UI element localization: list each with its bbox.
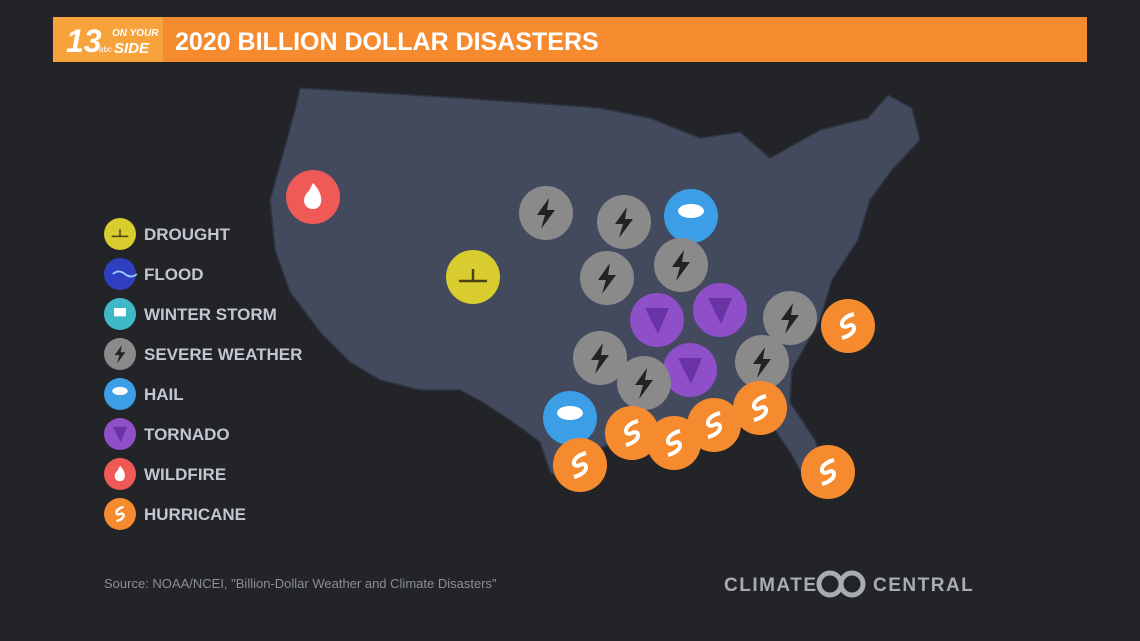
logo-tagline: ON YOUR — [112, 28, 159, 39]
icon-glyph — [115, 505, 125, 523]
map-marker — [663, 343, 717, 397]
map-marker — [763, 291, 817, 345]
map-marker — [733, 381, 787, 435]
map-marker — [580, 251, 634, 305]
icon-glyph — [459, 269, 487, 283]
icon-glyph — [112, 386, 128, 396]
legend: DROUGHT FLOOD WINTER STORM SEVERE WEATHER HA… — [104, 218, 302, 530]
map-marker — [821, 299, 875, 353]
logo-station: abc — [99, 45, 112, 54]
logo-box — [53, 17, 163, 62]
icon-glyph — [672, 250, 690, 281]
icon-glyph — [591, 343, 609, 374]
icon-glyph — [624, 419, 640, 447]
icon-glyph — [615, 207, 633, 238]
map-marker — [801, 445, 855, 499]
map-marker — [446, 250, 500, 304]
icon-glyph — [572, 451, 588, 479]
icon-glyph — [645, 308, 669, 334]
map-marker — [543, 391, 597, 445]
map-marker — [605, 406, 659, 460]
icon-glyph — [781, 303, 799, 334]
legend-item: DROUGHT — [104, 218, 231, 250]
icon-glyph — [706, 411, 722, 439]
icon-glyph — [114, 308, 126, 317]
icon-glyph — [114, 345, 126, 364]
header-bar — [53, 17, 1087, 62]
map-marker — [687, 398, 741, 452]
icon-glyph — [111, 229, 129, 238]
icon-glyph — [635, 368, 653, 399]
map-marker — [693, 283, 747, 337]
icon-glyph — [537, 198, 555, 229]
icon-glyph — [753, 347, 771, 378]
brand: CENTRAL — [873, 575, 974, 596]
map-marker — [573, 331, 627, 385]
legend-item: SEVERE WEATHER — [104, 338, 302, 370]
source: Source: NOAA/NCEI, "Billion-Dollar Weath… — [104, 576, 497, 591]
legend-label: WILDFIRE — [144, 465, 226, 484]
icon-glyph — [840, 312, 856, 340]
map-marker — [597, 195, 651, 249]
map-marker — [735, 335, 789, 389]
icon-glyph — [112, 426, 128, 443]
icon-glyph — [114, 465, 125, 482]
icon-glyph — [678, 204, 704, 218]
legend-item: WILDFIRE — [104, 458, 226, 490]
legend-item: FLOOD — [104, 258, 204, 290]
legend-label: SEVERE WEATHER — [144, 345, 302, 364]
map-marker — [664, 189, 718, 243]
markers — [286, 170, 875, 499]
icon-glyph — [112, 270, 138, 278]
icon-glyph — [752, 394, 768, 422]
legend-label: DROUGHT — [144, 225, 231, 244]
legend-item: TORNADO — [104, 418, 230, 450]
icon-glyph — [678, 358, 702, 384]
icon-glyph — [708, 298, 732, 324]
legend-label: FLOOD — [144, 265, 204, 284]
map-marker — [519, 186, 573, 240]
icon-glyph — [304, 183, 322, 209]
legend-item: HAIL — [104, 378, 184, 410]
brand-logo — [838, 570, 866, 598]
legend-swatch — [104, 258, 136, 290]
legend-label: HURRICANE — [144, 505, 246, 524]
logo-tagline: SIDE — [114, 40, 150, 57]
logo-number: 13 — [66, 23, 102, 59]
map-marker — [553, 438, 607, 492]
icon-glyph — [557, 406, 583, 420]
icon-glyph — [598, 263, 616, 294]
icon-glyph — [820, 458, 836, 486]
legend-label: TORNADO — [144, 425, 230, 444]
title: 2020 BILLION DOLLAR DISASTERS — [175, 28, 599, 56]
legend-label: WINTER STORM — [144, 305, 277, 324]
icon-glyph — [666, 429, 682, 457]
legend-item: HURRICANE — [104, 498, 246, 530]
legend-label: HAIL — [144, 385, 184, 404]
map-marker — [286, 170, 340, 224]
legend-item: WINTER STORM — [104, 298, 277, 330]
map-marker — [630, 293, 684, 347]
map-marker — [617, 356, 671, 410]
map-marker — [654, 238, 708, 292]
brand: CLIMATE — [724, 575, 818, 596]
